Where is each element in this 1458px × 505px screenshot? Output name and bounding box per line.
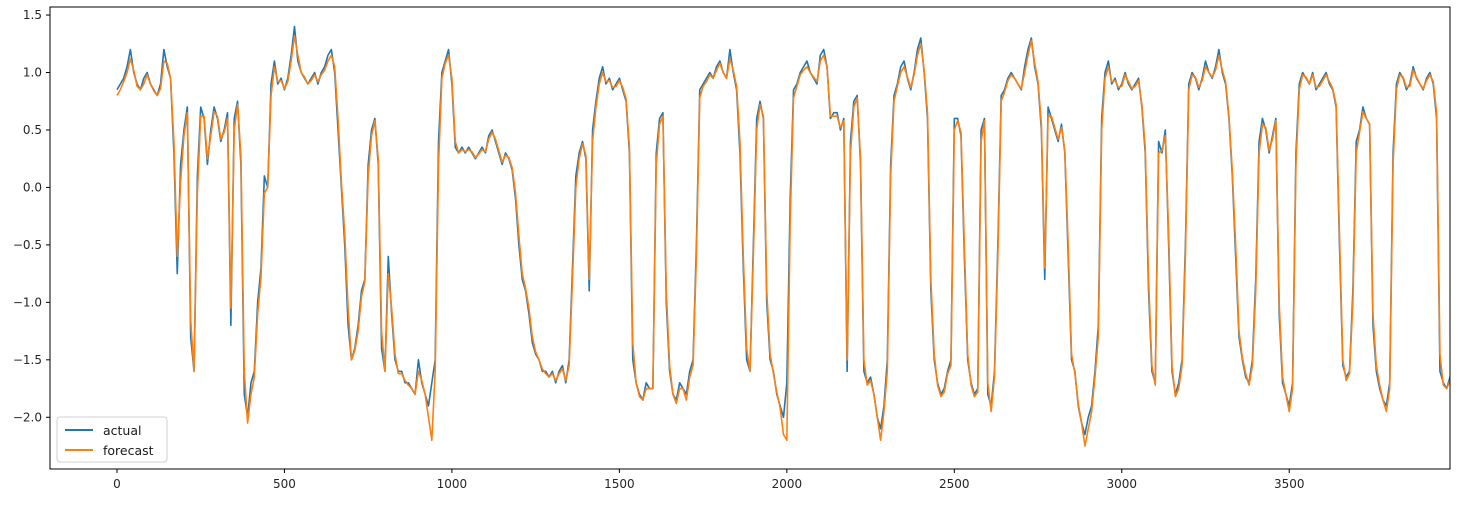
x-tick-label: 500	[273, 477, 296, 491]
y-tick-label: −2.0	[13, 410, 42, 424]
x-tick-label: 1500	[604, 477, 635, 491]
x-axis: 0 500 1000 1500 2000 2500 3000 3500	[113, 469, 1305, 491]
x-tick-label: 2500	[939, 477, 970, 491]
series-layer	[116, 25, 1450, 447]
y-tick-label: 1.5	[23, 8, 42, 22]
y-tick-label: −0.5	[13, 238, 42, 252]
x-tick-label: 2000	[772, 477, 803, 491]
y-axis: 1.5 1.0 0.5 0.0 −0.5 −1.0 −1.5 −2.0	[13, 8, 50, 424]
x-tick-label: 3000	[1106, 477, 1137, 491]
x-tick-label: 1000	[437, 477, 468, 491]
legend: actual forecast	[56, 416, 168, 463]
legend-label-actual: actual	[103, 423, 142, 438]
plot-area	[49, 6, 1451, 470]
x-tick-label: 3500	[1274, 477, 1305, 491]
y-tick-label: −1.0	[13, 295, 42, 309]
axes-frame	[49, 6, 1451, 470]
y-tick-label: 0.0	[23, 180, 42, 194]
x-tick-label: 0	[113, 477, 121, 491]
legend-label-forecast: forecast	[103, 443, 154, 458]
y-tick-label: −1.5	[13, 353, 42, 367]
series-line-forecast	[116, 34, 1450, 447]
y-tick-label: 1.0	[23, 66, 42, 80]
y-tick-label: 0.5	[23, 123, 42, 137]
